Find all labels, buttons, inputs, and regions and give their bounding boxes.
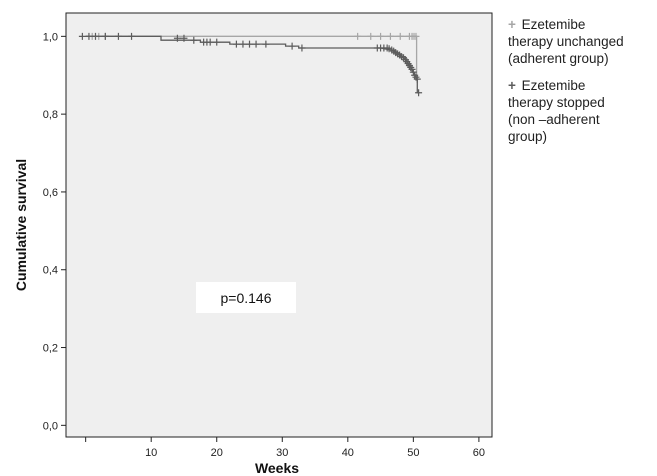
legend-label-line: group) bbox=[508, 129, 548, 144]
censor-mark bbox=[415, 89, 423, 97]
y-tick-label: 0,4 bbox=[43, 265, 58, 277]
legend-label-line: therapy stopped bbox=[508, 95, 605, 110]
y-tick-label: 1,0 bbox=[43, 31, 58, 43]
legend-label-line: Ezetemibe bbox=[521, 17, 586, 32]
legend: + Ezetemibe therapy unchanged (adherent … bbox=[508, 16, 653, 155]
censor-mark bbox=[114, 32, 122, 40]
legend-label-line: (adherent group) bbox=[508, 51, 609, 66]
legend-marker-adherent: + bbox=[508, 17, 516, 32]
censor-mark bbox=[246, 40, 254, 48]
series-layer bbox=[78, 32, 423, 97]
censor-mark bbox=[386, 32, 394, 40]
censor-mark bbox=[298, 44, 306, 52]
y-tick-label: 0,0 bbox=[43, 420, 58, 432]
y-tick-label: 0,8 bbox=[43, 109, 58, 121]
censor-mark bbox=[128, 32, 136, 40]
p-value-annotation: p=0.146 bbox=[196, 282, 296, 313]
y-axis-title: Cumulative survival bbox=[13, 159, 29, 291]
censor-mark bbox=[412, 32, 420, 40]
series-non-adherent bbox=[78, 32, 423, 97]
censor-mark bbox=[206, 38, 214, 46]
x-tick-label: 60 bbox=[473, 447, 485, 459]
censor-mark bbox=[354, 32, 362, 40]
axes: 10 20 30 40 50 60 0,0 0,2 0,4 0,6 0,8 1,0 bbox=[43, 31, 485, 459]
censor-mark bbox=[101, 32, 109, 40]
legend-label-line: therapy unchanged bbox=[508, 34, 624, 49]
legend-item-non-adherent: + Ezetemibe therapy stopped (non –adhere… bbox=[508, 77, 653, 145]
censor-mark bbox=[252, 40, 260, 48]
censor-mark bbox=[232, 40, 240, 48]
censor-mark bbox=[190, 36, 198, 44]
x-tick-label: 40 bbox=[342, 447, 354, 459]
censor-mark bbox=[409, 68, 417, 76]
censor-mark bbox=[239, 40, 247, 48]
censor-mark bbox=[180, 34, 188, 42]
x-tick-label: 50 bbox=[407, 447, 419, 459]
legend-item-adherent: + Ezetemibe therapy unchanged (adherent … bbox=[508, 16, 653, 67]
censor-mark bbox=[78, 32, 86, 40]
censor-mark bbox=[262, 40, 270, 48]
x-tick-label: 30 bbox=[276, 447, 288, 459]
x-tick-label: 20 bbox=[211, 447, 223, 459]
y-tick-label: 0,6 bbox=[43, 187, 58, 199]
x-axis-title: Weeks bbox=[255, 460, 299, 476]
legend-marker-non-adherent: + bbox=[508, 78, 516, 93]
y-tick-label: 0,2 bbox=[43, 343, 58, 355]
censor-mark bbox=[413, 75, 421, 83]
legend-label-line: (non –adherent bbox=[508, 112, 600, 127]
censor-mark bbox=[85, 32, 93, 40]
censor-mark bbox=[367, 32, 375, 40]
censor-mark bbox=[377, 32, 385, 40]
plot-area bbox=[65, 12, 493, 438]
x-tick-label: 10 bbox=[145, 447, 157, 459]
censor-mark bbox=[288, 42, 296, 50]
censor-mark bbox=[173, 34, 181, 42]
censor-mark bbox=[213, 38, 221, 46]
censor-mark bbox=[91, 32, 99, 40]
censor-mark bbox=[396, 32, 404, 40]
legend-label-line: Ezetemibe bbox=[521, 78, 586, 93]
